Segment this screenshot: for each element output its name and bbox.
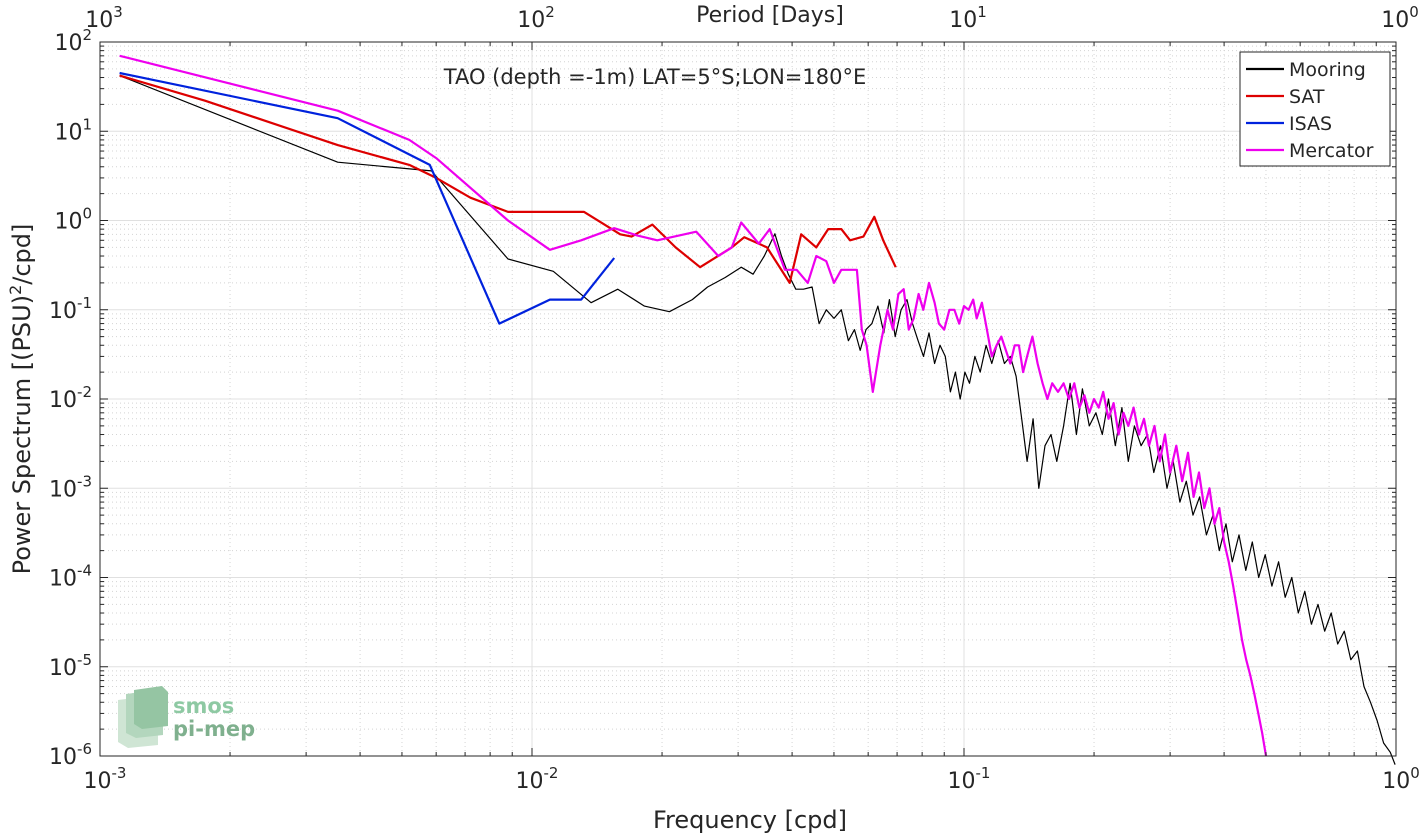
y-tick-label: 10-6 xyxy=(49,740,92,770)
grid xyxy=(99,41,1397,757)
y-axis-label: Power Spectrum [(PSU)2/cpd] xyxy=(6,224,36,575)
y-tick-label-exp: -2 xyxy=(77,383,92,401)
top-axis-label: Period [Days] xyxy=(696,3,844,28)
x-tick-label: 10-1 xyxy=(948,764,991,794)
y-tick-label-exp: -4 xyxy=(77,562,92,580)
top-tick-label-base: 10 xyxy=(85,8,113,33)
y-tick-label-base: 10 xyxy=(54,120,82,145)
y-tick-label-exp: -6 xyxy=(77,740,92,758)
top-tick-label-base: 10 xyxy=(1381,8,1409,33)
y-tick-label-base: 10 xyxy=(54,31,82,56)
y-tick-label-base: 10 xyxy=(49,388,77,413)
series-line-isas xyxy=(119,71,616,325)
y-tick-label-exp: 2 xyxy=(82,26,92,44)
legend-label-isas: ISAS xyxy=(1289,113,1332,135)
x-tick-label-base: 10 xyxy=(516,769,544,794)
y-tick-label-exp: -5 xyxy=(77,651,92,669)
top-tick-label-exp: 3 xyxy=(113,3,123,21)
logo-layer-3 xyxy=(134,686,168,729)
x-tick-label-exp: -2 xyxy=(544,764,559,782)
legend-label-sat: SAT xyxy=(1289,86,1325,108)
x-tick-labels: 10-3 10-2 10-1 100 xyxy=(84,764,1420,794)
logo-text-pi-mep: pi-mep xyxy=(173,717,255,741)
y-tick-label-base: 10 xyxy=(49,299,77,324)
top-tick-labels: 103 102 101 100 xyxy=(85,3,1419,33)
x-tick-label: 100 xyxy=(1382,764,1420,794)
legend-box xyxy=(1239,51,1391,167)
series-group xyxy=(119,54,1396,765)
series-line-sat xyxy=(119,74,897,284)
x-tick-label-exp: 0 xyxy=(1410,764,1420,782)
y-tick-label: 100 xyxy=(54,205,92,235)
y-tick-label: 102 xyxy=(54,26,92,56)
y-tick-label: 10-5 xyxy=(49,651,92,681)
y-tick-label-base: 10 xyxy=(49,567,77,592)
top-tick-label-exp: 1 xyxy=(977,3,987,21)
legend: Mooring SAT ISAS Mercator xyxy=(1239,51,1391,167)
y-tick-label-base: 10 xyxy=(49,656,77,681)
y-tick-label: 10-4 xyxy=(49,562,92,592)
y-tick-label: 10-1 xyxy=(49,294,92,324)
top-tick-label-exp: 2 xyxy=(545,3,555,21)
y-tick-label: 10-2 xyxy=(49,383,92,413)
series-line-mooring xyxy=(119,75,1396,765)
top-tick-label: 103 xyxy=(85,3,123,33)
series-line-mercator xyxy=(119,54,1268,757)
tick-marks xyxy=(99,41,1397,757)
top-tick-label-exp: 0 xyxy=(1409,3,1419,21)
x-tick-label-base: 10 xyxy=(1382,769,1410,794)
top-tick-label: 100 xyxy=(1381,3,1419,33)
x-tick-label: 10-2 xyxy=(516,764,559,794)
y-tick-label: 101 xyxy=(54,115,92,145)
y-tick-label-base: 10 xyxy=(54,210,82,235)
y-axis-label-sup: 2 xyxy=(6,285,25,295)
x-tick-label-base: 10 xyxy=(948,769,976,794)
top-tick-label-base: 10 xyxy=(949,8,977,33)
smos-pi-mep-logo: smos pi-mep xyxy=(118,686,255,748)
top-tick-label: 101 xyxy=(949,3,987,33)
logo-text-smos: smos xyxy=(173,694,234,718)
y-tick-label-exp: -1 xyxy=(77,294,92,312)
x-axis-label: Frequency [cpd] xyxy=(653,806,847,834)
y-axis-label-tail: /cpd] xyxy=(8,224,36,285)
chart-title: TAO (depth =-1m) LAT=5°S;LON=180°E xyxy=(443,65,867,89)
y-tick-label-exp: -3 xyxy=(77,472,92,490)
x-tick-label-exp: -1 xyxy=(976,764,991,782)
legend-label-mooring: Mooring xyxy=(1289,59,1366,81)
y-tick-label-exp: 1 xyxy=(82,115,92,133)
y-tick-label-exp: 0 xyxy=(82,205,92,223)
x-tick-label-base: 10 xyxy=(84,769,112,794)
top-tick-label-base: 10 xyxy=(517,8,545,33)
x-tick-label-exp: -3 xyxy=(112,764,127,782)
y-tick-label-base: 10 xyxy=(49,477,77,502)
y-axis-label-main: Power Spectrum [(PSU) xyxy=(8,295,36,574)
legend-label-mercator: Mercator xyxy=(1289,140,1374,162)
x-tick-label: 10-3 xyxy=(84,764,127,794)
y-tick-label: 10-3 xyxy=(49,472,92,502)
top-tick-label: 102 xyxy=(517,3,555,33)
y-tick-label-base: 10 xyxy=(49,745,77,770)
